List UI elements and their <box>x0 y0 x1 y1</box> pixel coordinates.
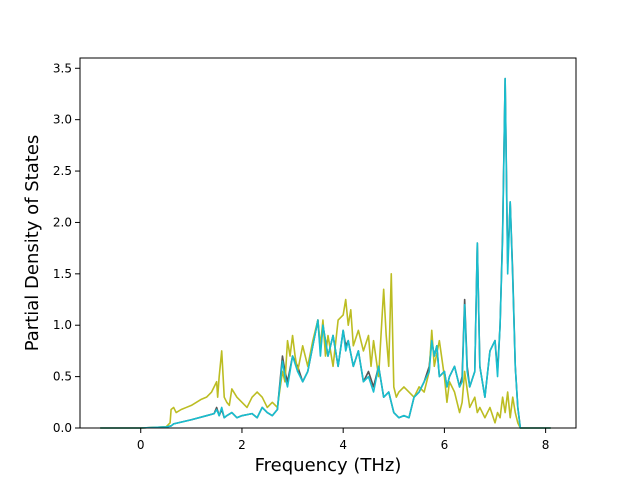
y-tick-label: 3.0 <box>53 113 72 127</box>
y-axis-label: Partial Density of States <box>22 135 43 352</box>
series-line-1 <box>100 273 551 429</box>
x-axis-ticks: 0 2 4 6 8 <box>137 428 550 452</box>
plot-area <box>79 57 577 429</box>
y-tick-label: 0.0 <box>53 421 72 435</box>
y-tick-label: 0.5 <box>53 370 72 384</box>
x-tick-label: 4 <box>339 438 347 452</box>
x-tick-label: 2 <box>238 438 246 452</box>
x-tick-label: 0 <box>137 438 145 452</box>
axes-frame <box>79 57 577 429</box>
y-tick-label: 2.5 <box>53 164 72 178</box>
y-tick-label: 1.0 <box>53 318 72 332</box>
x-tick-label: 8 <box>542 438 550 452</box>
x-axis-label: Frequency (THz) <box>255 455 402 476</box>
y-tick-label: 3.5 <box>53 61 72 75</box>
y-axis-ticks: 0.0 0.5 1.0 1.5 2.0 2.5 3.0 3.5 <box>53 61 80 435</box>
y-tick-label: 1.5 <box>53 267 72 281</box>
series-line-2 <box>100 77 551 429</box>
x-tick-label: 6 <box>441 438 449 452</box>
y-tick-label: 2.0 <box>53 215 72 229</box>
series-layer <box>100 77 551 429</box>
